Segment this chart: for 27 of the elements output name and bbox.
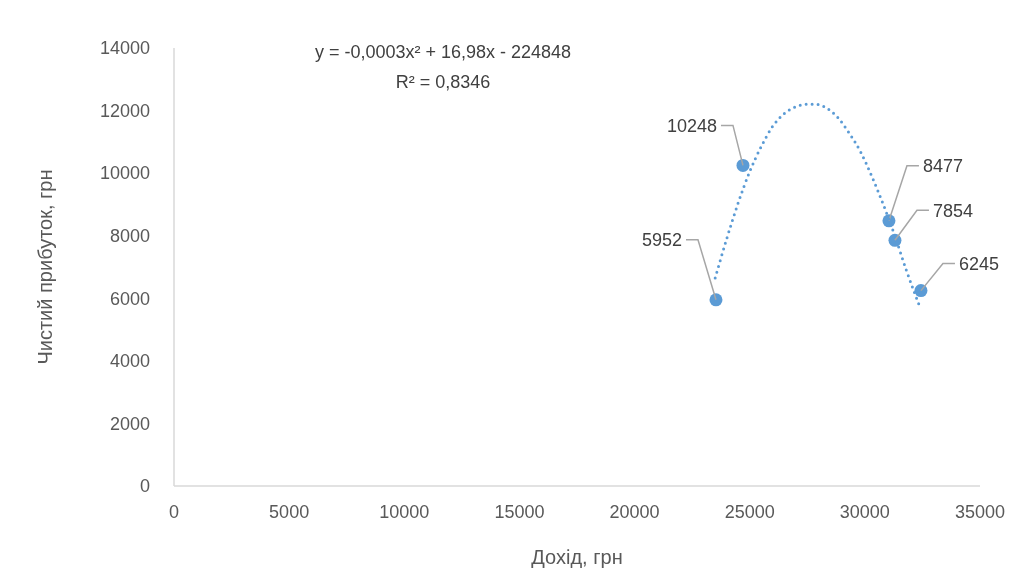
x-tick-label: 30000: [839, 502, 890, 522]
y-tick-label: 6000: [109, 288, 150, 309]
y-axis-title: Чистий прибуток, грн: [34, 169, 56, 365]
data-label: 10248: [666, 115, 717, 136]
x-tick-label: 10000: [379, 502, 430, 522]
y-tick-label: 12000: [99, 100, 150, 121]
x-tick-label: 20000: [609, 502, 660, 522]
y-tick-label: 0: [139, 476, 150, 497]
x-tick-label: 0: [168, 502, 180, 522]
y-tick-label: 10000: [99, 163, 150, 184]
x-tick-label: 15000: [494, 502, 545, 522]
x-tick-label: 25000: [724, 502, 775, 522]
annotation: y = -0,0003x² + 16,98x - 224848: [314, 42, 572, 62]
point: [914, 284, 928, 298]
point: [736, 158, 750, 172]
x-axis-title: Дохід, грн: [531, 546, 623, 568]
data-label: 7854: [932, 200, 973, 221]
annotation: R² = 0,8346: [395, 72, 491, 92]
y-tick-label: 14000: [99, 38, 150, 59]
x-tick-label: 5000: [269, 502, 310, 522]
y-tick-label: 8000: [109, 226, 150, 247]
data-label: 8477: [922, 156, 963, 177]
y-tick-label: 2000: [109, 413, 150, 434]
data-label: 5952: [641, 230, 682, 251]
y-tick-label: 4000: [109, 351, 150, 372]
data-label: 6245: [958, 253, 999, 274]
x-tick-label: 35000: [954, 502, 1006, 522]
